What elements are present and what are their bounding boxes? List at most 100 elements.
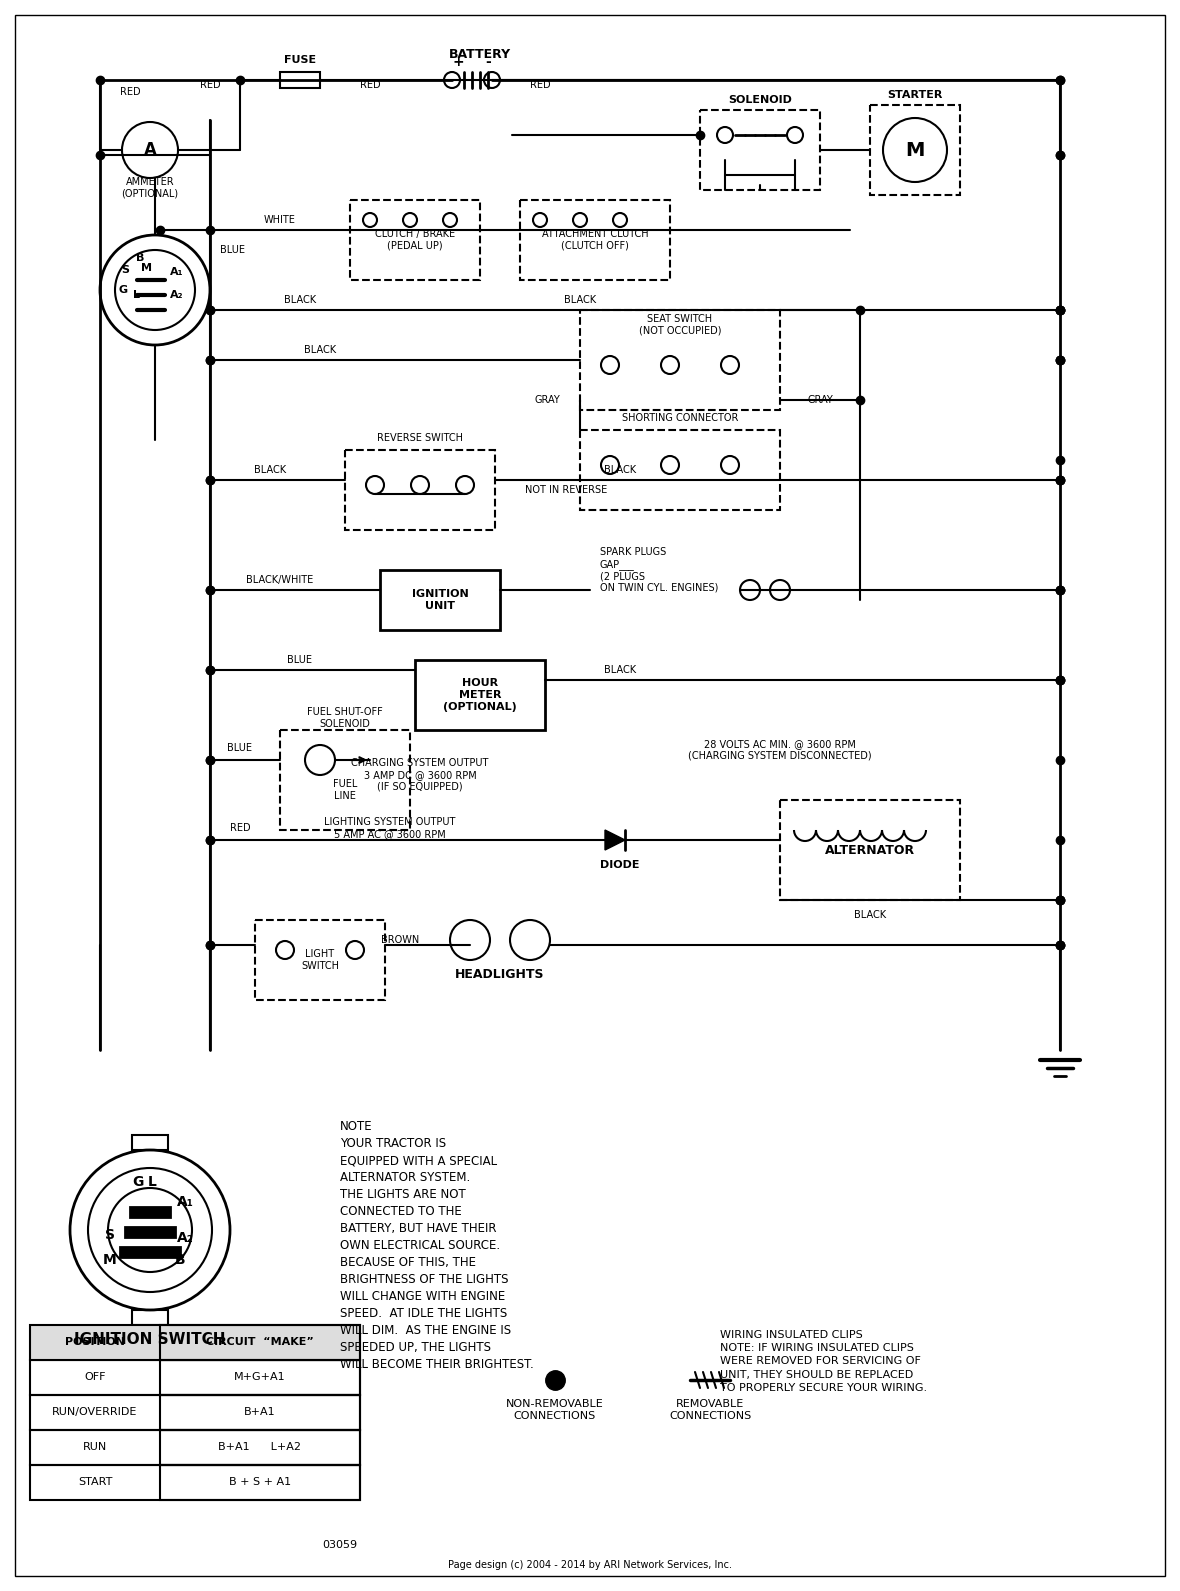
Text: L: L bbox=[148, 1176, 157, 1188]
Text: CIRCUIT  “MAKE”: CIRCUIT “MAKE” bbox=[206, 1336, 314, 1348]
Bar bbox=[132, 1309, 168, 1325]
Text: BLACK/WHITE: BLACK/WHITE bbox=[247, 574, 314, 585]
Text: B: B bbox=[175, 1254, 185, 1266]
Text: WHITE: WHITE bbox=[264, 215, 296, 224]
Text: GRAY: GRAY bbox=[807, 395, 833, 406]
Text: S: S bbox=[105, 1228, 114, 1243]
Text: LIGHT
SWITCH: LIGHT SWITCH bbox=[301, 950, 339, 971]
Bar bbox=[280, 730, 409, 831]
Bar bbox=[160, 1325, 360, 1360]
Polygon shape bbox=[605, 831, 625, 850]
Text: B + S + A1: B + S + A1 bbox=[229, 1476, 291, 1488]
Text: BLACK: BLACK bbox=[604, 465, 636, 476]
Bar bbox=[520, 200, 670, 280]
Text: B: B bbox=[136, 253, 144, 263]
Bar bbox=[700, 110, 820, 189]
Text: CLUTCH / BRAKE
(PEDAL UP): CLUTCH / BRAKE (PEDAL UP) bbox=[375, 229, 455, 251]
Text: POSITION: POSITION bbox=[65, 1336, 125, 1348]
Bar bbox=[255, 920, 385, 1001]
Bar bbox=[30, 1430, 360, 1465]
Text: SOLENOID: SOLENOID bbox=[728, 95, 792, 105]
Text: L: L bbox=[133, 290, 140, 301]
Bar bbox=[120, 1247, 181, 1257]
Bar bbox=[160, 1465, 360, 1500]
Bar bbox=[350, 200, 480, 280]
Text: B+A1      L+A2: B+A1 L+A2 bbox=[218, 1441, 302, 1453]
Text: S: S bbox=[122, 266, 129, 275]
Text: RED: RED bbox=[230, 823, 250, 834]
Text: 03059: 03059 bbox=[322, 1540, 358, 1550]
Bar bbox=[30, 1360, 360, 1395]
Bar bbox=[870, 105, 961, 196]
Bar bbox=[581, 430, 780, 511]
Text: M: M bbox=[905, 140, 925, 159]
Text: START: START bbox=[78, 1476, 112, 1488]
Bar bbox=[132, 1134, 168, 1150]
Text: G: G bbox=[132, 1176, 144, 1188]
Bar bbox=[125, 1227, 175, 1236]
Bar bbox=[30, 1395, 360, 1430]
Text: A₁: A₁ bbox=[170, 267, 184, 277]
Text: BLUE: BLUE bbox=[288, 655, 313, 665]
Bar bbox=[130, 1208, 170, 1217]
Text: BLUE: BLUE bbox=[228, 743, 253, 753]
Text: NOT IN REVERSE: NOT IN REVERSE bbox=[525, 485, 608, 495]
Text: RED: RED bbox=[199, 80, 221, 91]
Text: RUN: RUN bbox=[83, 1441, 107, 1453]
Text: IGNITION SWITCH: IGNITION SWITCH bbox=[74, 1333, 225, 1348]
Text: CHARGING SYSTEM OUTPUT
3 AMP DC @ 3600 RPM
(IF SO EQUIPPED): CHARGING SYSTEM OUTPUT 3 AMP DC @ 3600 R… bbox=[352, 759, 489, 792]
Bar bbox=[581, 310, 780, 410]
Text: BLACK: BLACK bbox=[304, 345, 336, 355]
Text: ALTERNATOR: ALTERNATOR bbox=[825, 843, 914, 856]
Bar bbox=[160, 1360, 360, 1395]
Text: M: M bbox=[103, 1254, 117, 1266]
Text: RUN/OVERRIDE: RUN/OVERRIDE bbox=[52, 1406, 138, 1418]
Text: G: G bbox=[118, 285, 127, 294]
Bar bbox=[780, 800, 961, 901]
Text: RED: RED bbox=[530, 80, 550, 91]
Bar bbox=[280, 72, 320, 88]
Text: BLACK: BLACK bbox=[254, 465, 286, 476]
Text: A₂: A₂ bbox=[177, 1231, 194, 1246]
Text: A₂: A₂ bbox=[170, 290, 184, 301]
Bar bbox=[160, 1395, 360, 1430]
Text: GRAY: GRAY bbox=[535, 395, 560, 406]
Text: STARTER: STARTER bbox=[887, 91, 943, 100]
Text: DIODE: DIODE bbox=[601, 861, 640, 870]
Text: REVERSE SWITCH: REVERSE SWITCH bbox=[376, 433, 463, 442]
Text: IGNITION
UNIT: IGNITION UNIT bbox=[412, 589, 468, 611]
Text: 28 VOLTS AC MIN. @ 3600 RPM
(CHARGING SYSTEM DISCONNECTED): 28 VOLTS AC MIN. @ 3600 RPM (CHARGING SY… bbox=[688, 740, 872, 760]
Text: BROWN: BROWN bbox=[381, 936, 419, 945]
Bar bbox=[380, 570, 500, 630]
Text: ATTACHMENT CLUTCH
(CLUTCH OFF): ATTACHMENT CLUTCH (CLUTCH OFF) bbox=[542, 229, 648, 251]
Text: -: - bbox=[485, 56, 491, 68]
Text: RED: RED bbox=[119, 88, 140, 97]
Text: WIRING INSULATED CLIPS
NOTE: IF WIRING INSULATED CLIPS
WERE REMOVED FOR SERVICIN: WIRING INSULATED CLIPS NOTE: IF WIRING I… bbox=[720, 1330, 927, 1392]
Text: M+G+A1: M+G+A1 bbox=[234, 1371, 286, 1383]
Text: Page design (c) 2004 - 2014 by ARI Network Services, Inc.: Page design (c) 2004 - 2014 by ARI Netwo… bbox=[448, 1561, 732, 1570]
Text: A: A bbox=[144, 142, 157, 159]
Text: LIGHTING SYSTEM OUTPUT
5 AMP AC @ 3600 RPM: LIGHTING SYSTEM OUTPUT 5 AMP AC @ 3600 R… bbox=[324, 818, 455, 838]
Text: BATTERY: BATTERY bbox=[448, 48, 511, 62]
Text: HOUR
METER
(OPTIONAL): HOUR METER (OPTIONAL) bbox=[444, 678, 517, 711]
Text: +: + bbox=[452, 56, 464, 68]
Text: NON-REMOVABLE
CONNECTIONS: NON-REMOVABLE CONNECTIONS bbox=[506, 1398, 604, 1421]
Bar bbox=[160, 1430, 360, 1465]
Bar bbox=[30, 1465, 360, 1500]
Text: BLACK: BLACK bbox=[564, 294, 596, 305]
Text: FUEL SHUT-OFF
SOLENOID: FUEL SHUT-OFF SOLENOID bbox=[307, 708, 382, 729]
Bar bbox=[30, 1325, 360, 1360]
Text: BLACK: BLACK bbox=[284, 294, 316, 305]
Text: SEAT SWITCH
(NOT OCCUPIED): SEAT SWITCH (NOT OCCUPIED) bbox=[638, 313, 721, 336]
Text: BLUE: BLUE bbox=[219, 245, 245, 255]
Text: REMOVABLE
CONNECTIONS: REMOVABLE CONNECTIONS bbox=[669, 1398, 752, 1421]
Text: SPARK PLUGS
GAP___
(2 PLUGS
ON TWIN CYL. ENGINES): SPARK PLUGS GAP___ (2 PLUGS ON TWIN CYL.… bbox=[599, 547, 719, 593]
Text: BLACK: BLACK bbox=[604, 665, 636, 675]
Text: NOTE
YOUR TRACTOR IS
EQUIPPED WITH A SPECIAL
ALTERNATOR SYSTEM.
THE LIGHTS ARE N: NOTE YOUR TRACTOR IS EQUIPPED WITH A SPE… bbox=[340, 1120, 533, 1371]
Text: BLACK: BLACK bbox=[854, 910, 886, 920]
Bar bbox=[345, 450, 494, 530]
Text: FUSE: FUSE bbox=[284, 56, 316, 65]
Bar bbox=[415, 660, 545, 730]
Text: M: M bbox=[142, 263, 152, 274]
Text: HEADLIGHTS: HEADLIGHTS bbox=[455, 969, 545, 982]
